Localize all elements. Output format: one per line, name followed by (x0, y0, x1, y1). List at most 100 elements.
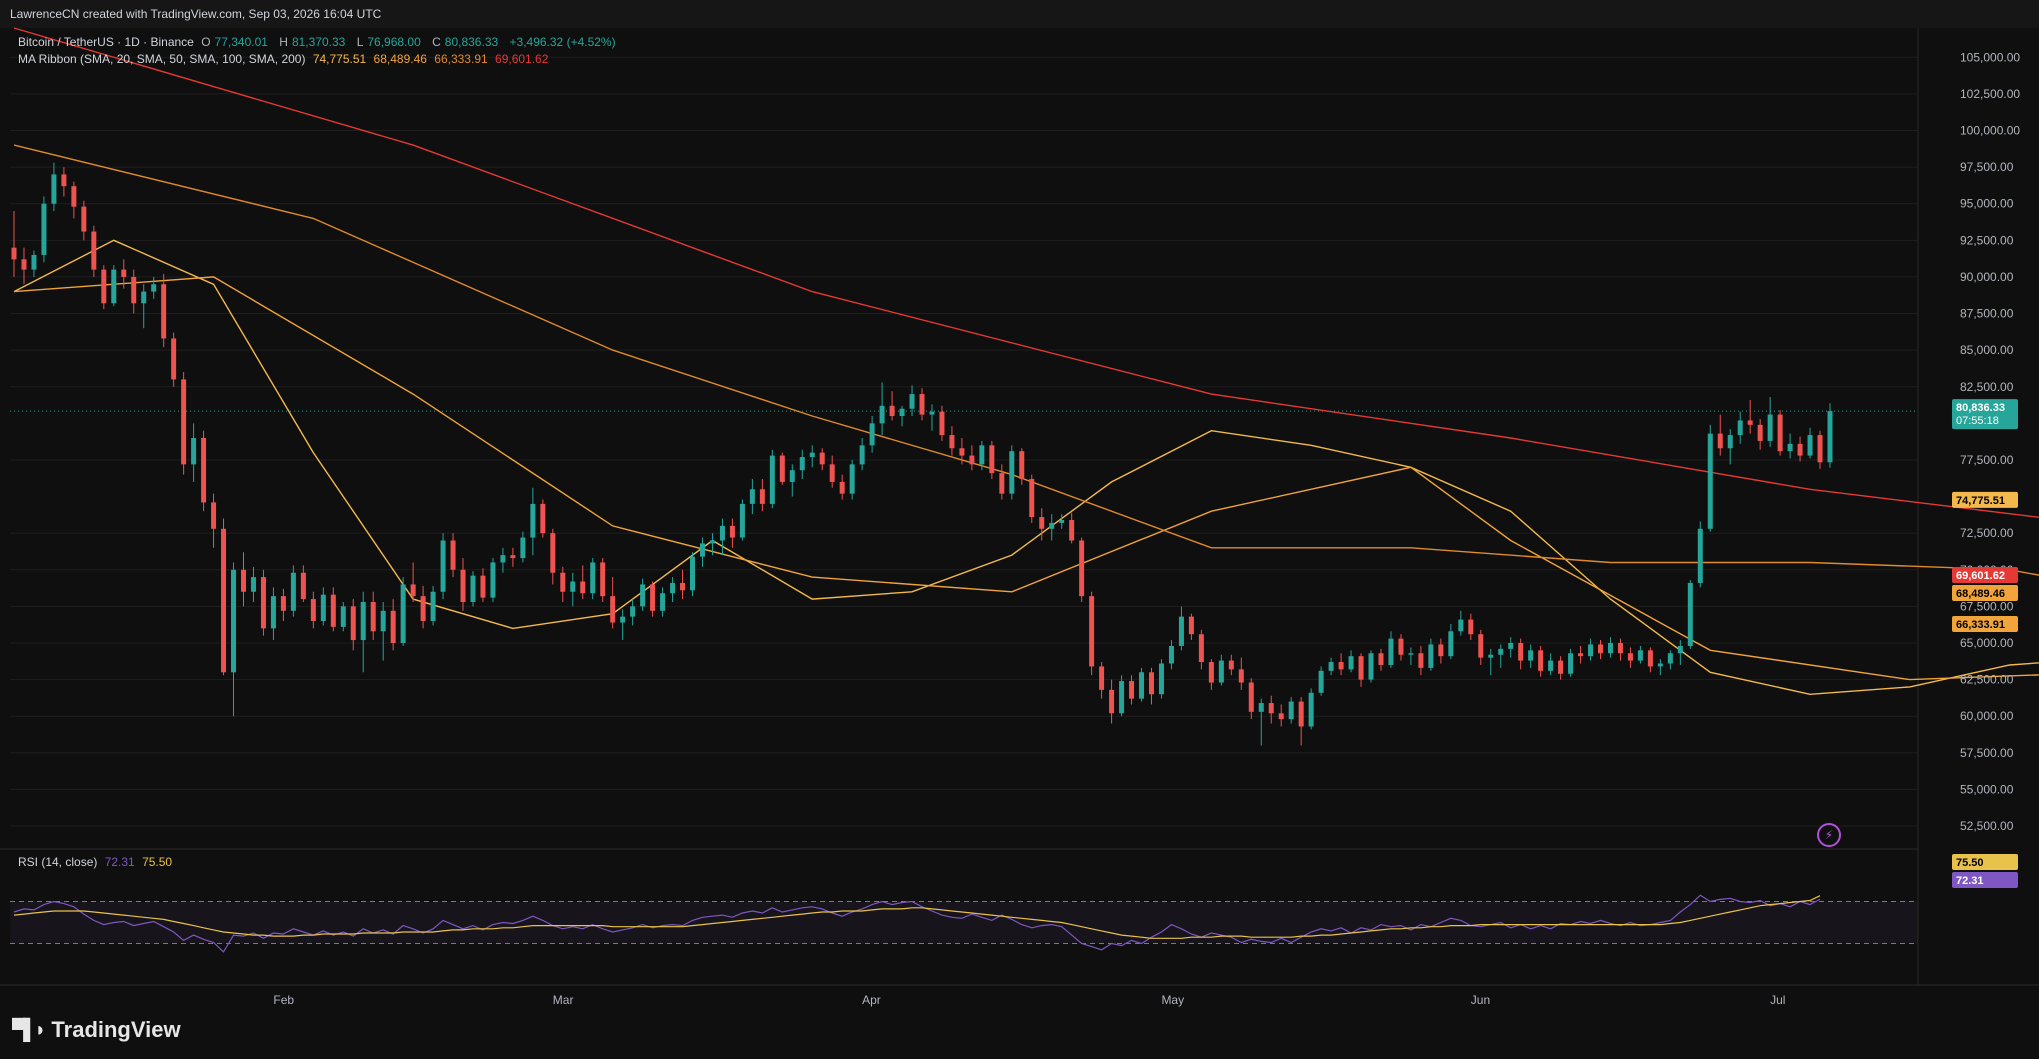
candle-body (290, 572, 296, 611)
price-tick-label: 87,500.00 (1960, 307, 2014, 321)
candle-body (1418, 653, 1424, 668)
candle-body (51, 174, 57, 204)
candle-body (320, 594, 326, 622)
price-tick-label: 62,500.00 (1960, 673, 2014, 687)
candle (1318, 666, 1324, 696)
candle-body (1737, 420, 1743, 436)
candle (1198, 629, 1204, 670)
candle-body (121, 269, 127, 277)
candle (41, 196, 47, 263)
candle (410, 562, 416, 602)
candle-body (221, 528, 227, 673)
candle-body (1268, 703, 1274, 714)
lightning-icon[interactable]: ⚡ (1817, 823, 1841, 847)
candle (51, 162, 57, 212)
ma200-value: 69,601.62 (495, 52, 549, 66)
candle-body (300, 572, 306, 600)
candle-body (101, 269, 107, 304)
ma100-badge: 66,333.91 (1952, 616, 2018, 632)
candle-body (799, 457, 805, 471)
candle-body (430, 591, 436, 622)
candle-body (909, 394, 915, 409)
candle-body (1009, 451, 1015, 494)
candle-body (1558, 660, 1564, 674)
candle-body (1627, 653, 1633, 661)
time-axis-label: May (1161, 993, 1184, 1007)
ma200-badge: 69,601.62 (1952, 567, 2018, 583)
candle (61, 167, 67, 197)
candle (739, 499, 745, 541)
candle (1298, 697, 1304, 746)
candle (1667, 650, 1673, 670)
candle-body (1308, 692, 1314, 727)
candle (620, 609, 626, 641)
candle-body (1288, 701, 1294, 720)
candle-body (699, 543, 705, 557)
candle-body (191, 438, 197, 465)
candle (430, 585, 436, 626)
candle (1548, 653, 1554, 676)
ma100-badge-bg (1952, 616, 2018, 632)
candle-body (1767, 414, 1773, 441)
candle (1428, 638, 1434, 671)
candle-body (151, 284, 157, 292)
candle-body (859, 445, 865, 465)
candle (1218, 654, 1224, 686)
candle-body (1238, 669, 1244, 683)
rsi-badge: 72.31 (1952, 872, 2018, 888)
ma-ribbon-title: MA Ribbon (SMA, 20, SMA, 50, SMA, 100, S… (18, 52, 306, 66)
candle-body (779, 455, 785, 482)
candle (979, 440, 985, 471)
candle-body (310, 599, 316, 622)
candle (929, 404, 935, 431)
candle (759, 479, 765, 512)
candle-body (819, 452, 825, 465)
candle (630, 599, 636, 626)
candle (1777, 410, 1783, 456)
candle-body (729, 525, 735, 538)
candle (250, 566, 256, 602)
candle (540, 499, 546, 538)
candle (71, 181, 77, 219)
ma-ribbon-legend: MA Ribbon (SMA, 20, SMA, 50, SMA, 100, S… (18, 52, 552, 66)
candle (1827, 403, 1833, 468)
candle-body (590, 562, 596, 594)
candle-body (879, 405, 885, 424)
candle (1797, 436, 1803, 462)
candle-body (1019, 451, 1025, 479)
candle-body (1787, 443, 1793, 452)
candle-body (1139, 672, 1145, 699)
candle-body (1757, 424, 1763, 441)
ma50-badge-bg (1952, 585, 2018, 601)
candle-body (260, 577, 266, 629)
candle (1288, 697, 1294, 724)
candle-body (1119, 681, 1125, 714)
candle-body (111, 269, 117, 304)
candle-body (1807, 435, 1813, 456)
candle (680, 569, 686, 600)
candle-body (1368, 653, 1374, 680)
candle-body (839, 481, 845, 494)
candle-body (719, 525, 725, 541)
candle-body (181, 379, 187, 465)
candle-body (21, 259, 27, 270)
candle (999, 464, 1005, 500)
price-tick-label: 52,500.00 (1960, 819, 2014, 833)
candle (440, 533, 446, 600)
candle (1248, 678, 1254, 720)
candle (1258, 698, 1264, 746)
candle-body (550, 533, 556, 573)
candle (749, 479, 755, 515)
candle (1727, 429, 1733, 465)
candle-body (171, 338, 177, 380)
candle (1617, 638, 1623, 661)
rsi-ma-value: 75.50 (142, 855, 173, 869)
candle (161, 274, 167, 348)
candle-body (480, 575, 486, 598)
candle-body (939, 411, 945, 436)
candle (699, 537, 705, 567)
candle (1687, 580, 1693, 649)
candle (1787, 433, 1793, 459)
